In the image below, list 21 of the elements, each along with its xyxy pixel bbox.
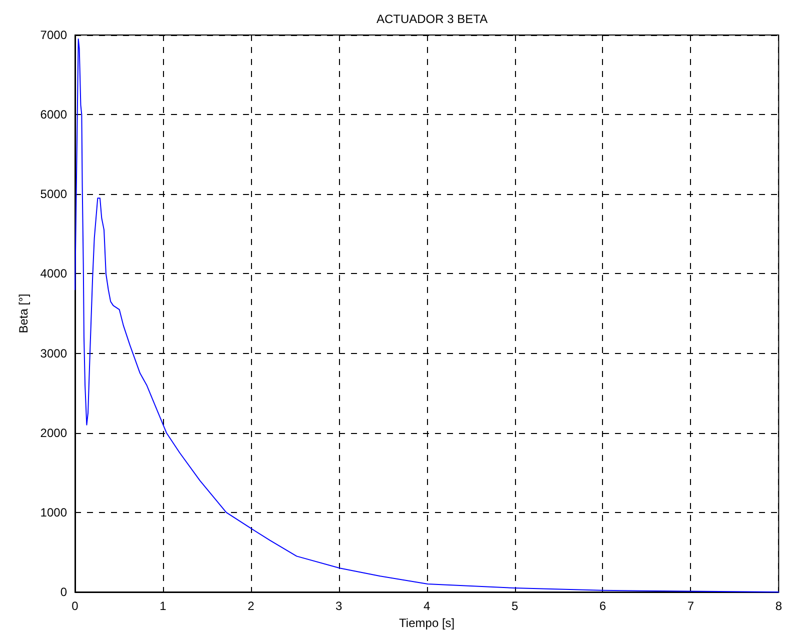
chart-title: ACTUADOR 3 BETA xyxy=(376,12,488,26)
y-tick-label: 3000 xyxy=(40,346,68,360)
x-tick-label: 5 xyxy=(511,599,518,613)
x-tick-label: 0 xyxy=(72,599,79,613)
y-tick-label: 5000 xyxy=(40,187,68,202)
y-tick-label: 2000 xyxy=(40,426,68,440)
y-tick-label: 4000 xyxy=(40,266,68,281)
y-tick-label: 0 xyxy=(60,585,68,599)
y-tick-label: 7000 xyxy=(40,28,68,42)
y-tick-label: 6000 xyxy=(40,108,68,122)
y-axis-title: Beta [°] xyxy=(16,294,30,334)
x-tick-label: 2 xyxy=(248,599,255,613)
x-tick-label: 6 xyxy=(599,599,606,613)
x-tick-label: 1 xyxy=(160,599,167,613)
x-tick-label: 4 xyxy=(423,599,430,613)
x-tick-label: 3 xyxy=(336,599,343,613)
x-axis-title: Tiempo [s] xyxy=(399,616,455,630)
line-series xyxy=(74,38,780,592)
x-tick-label: 8 xyxy=(775,599,782,613)
x-tick-label: 7 xyxy=(687,599,694,613)
y-tick-label: 1000 xyxy=(40,505,68,520)
